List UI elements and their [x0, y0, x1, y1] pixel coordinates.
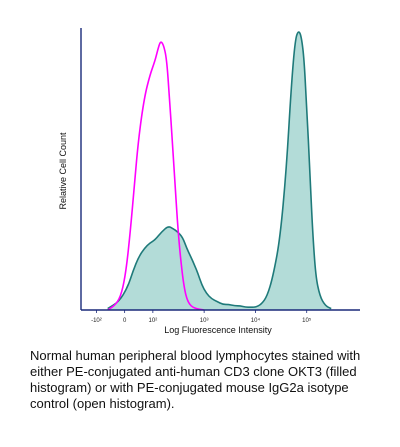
series-1-line: [107, 41, 205, 311]
series-0-fill: [107, 32, 332, 310]
x-tick-label-0: -10²: [91, 318, 102, 324]
figure-caption: Normal human peripheral blood lymphocyte…: [30, 348, 361, 411]
histogram-chart: -10² 0 10² 10³ 10⁴ 10⁵ Log Fluorescence Inten…: [58, 28, 360, 335]
x-tick-label-2: 10²: [149, 318, 158, 324]
series-layer: [107, 31, 332, 311]
series-0-line: [107, 31, 332, 310]
x-axis-label: Log Fluorescence Intensity: [164, 325, 272, 335]
y-axis-label: Relative Cell Count: [58, 132, 68, 210]
x-tick-label-1: 0: [123, 318, 127, 324]
x-tick-label-4: 10⁴: [251, 317, 261, 324]
x-tick-label-5: 10⁵: [302, 317, 312, 324]
x-tick-layer: -10² 0 10² 10³ 10⁴ 10⁵: [91, 310, 312, 324]
x-tick-label-3: 10³: [200, 318, 209, 324]
